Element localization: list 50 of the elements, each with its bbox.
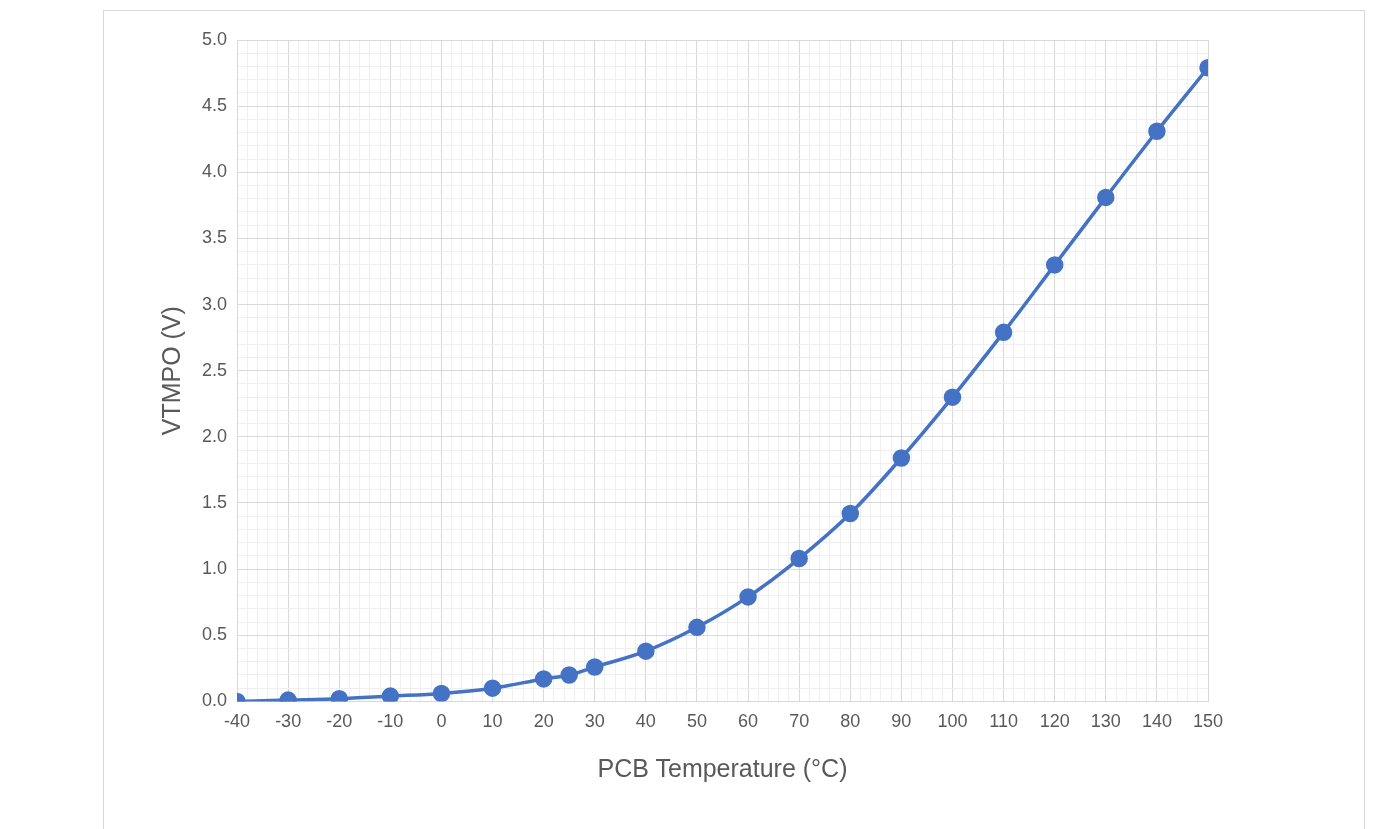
point — [560, 666, 578, 684]
x-tick-label: 30 — [584, 711, 605, 732]
point — [943, 388, 962, 406]
x-tick-label: 80 — [840, 711, 861, 732]
x-tick-label: -10 — [377, 711, 404, 732]
point — [483, 679, 502, 697]
x-axis-title: PCB Temperature (°C) — [597, 753, 848, 782]
y-tick-label: 3.5 — [201, 227, 228, 248]
y-axis-title: VTMPO (V) — [156, 306, 185, 436]
y-tick-label: 5.0 — [201, 28, 228, 49]
y-tick-label: 4.0 — [201, 161, 228, 182]
point — [790, 549, 808, 568]
y-tick-label: 1.0 — [201, 558, 228, 579]
x-tick-label: 0 — [436, 711, 447, 732]
y-tick-label: 0.5 — [201, 624, 228, 645]
point — [534, 670, 553, 688]
point — [739, 588, 757, 606]
x-tick-label: 20 — [533, 711, 554, 732]
x-tick-label: 150 — [1192, 711, 1224, 732]
point — [586, 658, 604, 676]
point — [637, 642, 655, 660]
point — [892, 449, 911, 467]
point — [432, 684, 451, 702]
y-tick-label: 1.5 — [201, 491, 228, 512]
y-tick-label: 0.0 — [201, 690, 228, 711]
y-tick-label: 3.0 — [201, 293, 228, 314]
x-tick-label: 110 — [989, 711, 1018, 732]
y-tick-label: 4.5 — [201, 95, 228, 116]
y-tick-label: 2.5 — [201, 359, 228, 380]
x-tick-label: 60 — [738, 711, 759, 732]
point — [1097, 188, 1115, 207]
x-tick-label: -30 — [275, 711, 302, 732]
x-tick-label: 10 — [482, 711, 503, 732]
point — [381, 687, 400, 702]
point — [688, 618, 706, 637]
x-tick-label: 120 — [1039, 711, 1070, 732]
x-tick-label: 100 — [937, 711, 968, 732]
x-tick-label: 90 — [891, 711, 912, 732]
x-tick-label: 70 — [789, 711, 810, 732]
point — [841, 504, 860, 523]
x-tick-label: 40 — [635, 711, 656, 732]
x-tick-label: 130 — [1090, 711, 1121, 732]
x-tick-label: -40 — [224, 711, 251, 732]
point — [994, 323, 1013, 342]
point — [1045, 256, 1064, 274]
x-tick-label: 140 — [1141, 711, 1172, 732]
y-tick-label: 2.0 — [201, 425, 228, 446]
point — [1148, 122, 1166, 141]
x-tick-label: -20 — [326, 711, 353, 732]
x-tick-label: 50 — [686, 711, 707, 732]
